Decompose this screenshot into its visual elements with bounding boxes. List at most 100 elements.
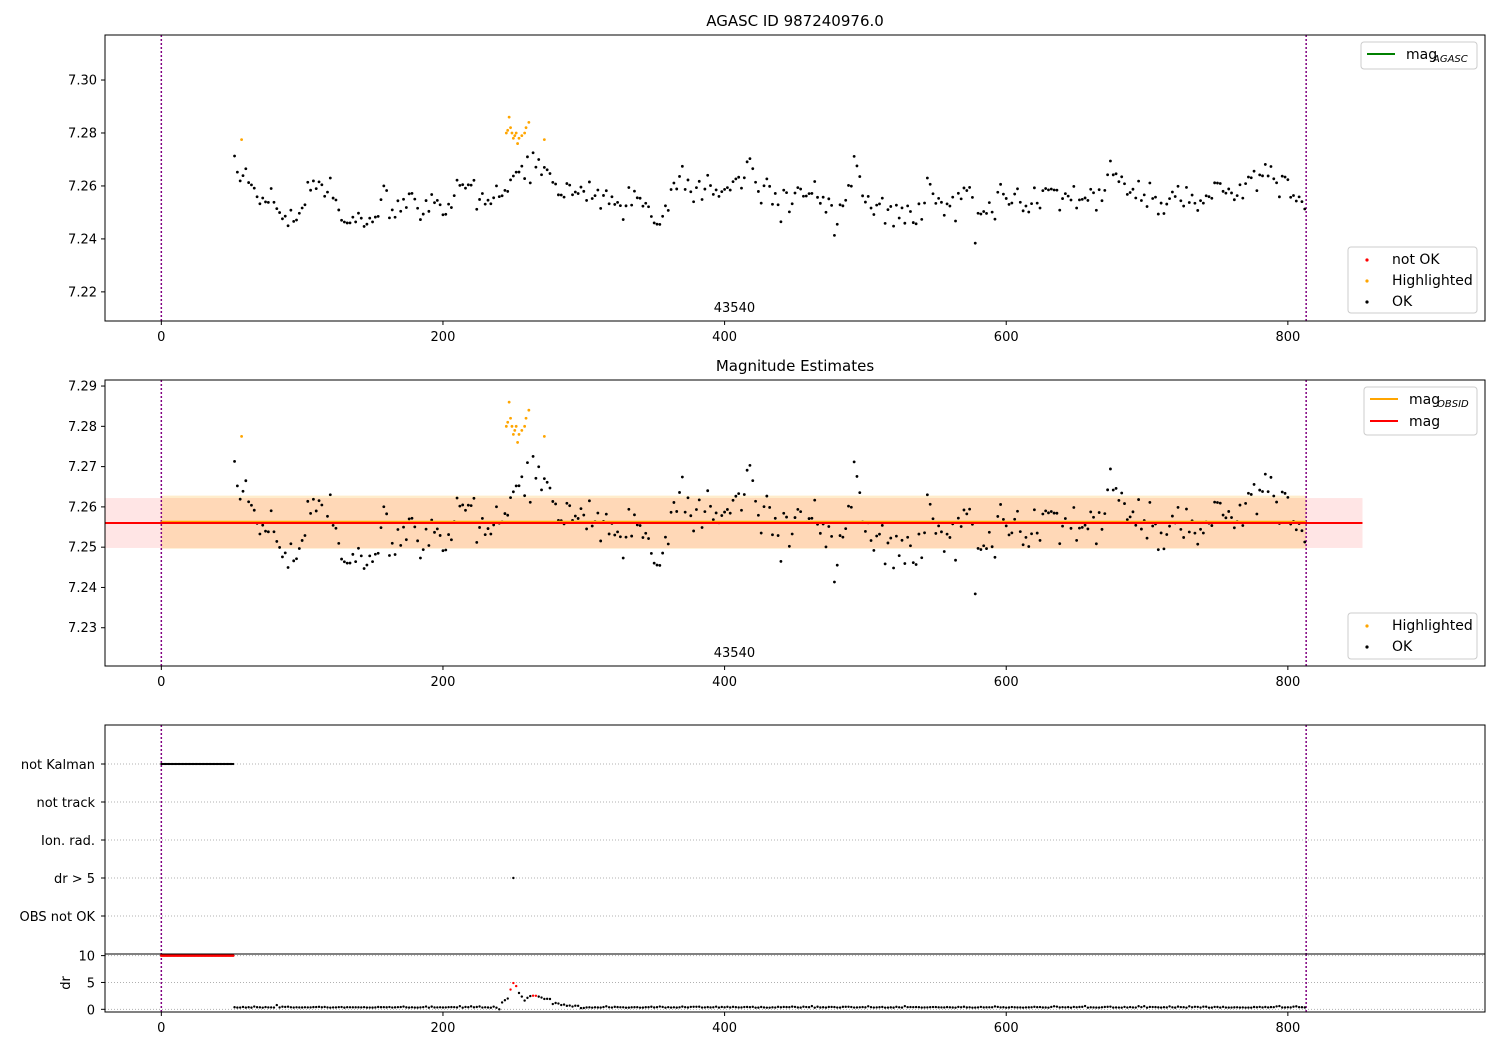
ok-point bbox=[638, 196, 642, 200]
dr-point bbox=[875, 1006, 878, 1009]
dr-point bbox=[776, 1005, 780, 1009]
dr-point bbox=[1013, 1006, 1016, 1009]
ok-point bbox=[399, 543, 403, 547]
dr-point bbox=[272, 1006, 276, 1009]
ok-point bbox=[1182, 536, 1186, 539]
ok-point bbox=[1272, 494, 1276, 498]
dr-point bbox=[360, 1006, 363, 1009]
ok-point bbox=[627, 186, 631, 189]
dr-point bbox=[334, 1006, 338, 1009]
dr-point bbox=[667, 1005, 670, 1009]
dr-point bbox=[920, 1006, 923, 1009]
ok-point bbox=[1075, 206, 1079, 210]
dr-point bbox=[419, 1006, 422, 1009]
ok-point bbox=[678, 491, 681, 494]
dr-point bbox=[312, 1005, 315, 1009]
dr-point bbox=[1112, 1006, 1115, 1009]
ok-point bbox=[1013, 192, 1017, 196]
dr-point bbox=[306, 1006, 309, 1009]
dr-point bbox=[785, 1005, 788, 1009]
ok-point bbox=[1151, 524, 1155, 528]
ok-point bbox=[542, 477, 546, 481]
dr-point bbox=[281, 1005, 284, 1008]
ok-point bbox=[1261, 174, 1264, 178]
ok-point bbox=[1083, 196, 1087, 200]
ok-point bbox=[937, 197, 941, 200]
ok-point bbox=[413, 197, 417, 201]
y-tick-label: 7.26 bbox=[68, 500, 97, 515]
ok-point bbox=[768, 506, 772, 509]
ok-point bbox=[686, 178, 690, 182]
highlighted-point bbox=[504, 424, 508, 428]
dr-point bbox=[827, 1005, 830, 1009]
dr-point bbox=[1081, 1005, 1084, 1009]
dr-point bbox=[253, 1005, 256, 1008]
ok-point bbox=[711, 192, 715, 196]
dr-point bbox=[681, 1005, 684, 1008]
ok-point bbox=[894, 534, 898, 538]
dr-point bbox=[641, 1006, 645, 1009]
dr-point bbox=[478, 1005, 481, 1008]
ok-point bbox=[337, 542, 341, 545]
ok-point bbox=[1148, 500, 1152, 504]
dr-point bbox=[399, 1005, 402, 1009]
ok-point bbox=[714, 511, 718, 515]
dr-point bbox=[562, 1003, 566, 1006]
dr-point bbox=[591, 1006, 594, 1009]
ok-point bbox=[900, 206, 904, 210]
ok-point bbox=[300, 206, 304, 210]
ok-point bbox=[928, 502, 932, 506]
dr-point bbox=[700, 1006, 704, 1009]
ok-point bbox=[1263, 163, 1267, 166]
dr-point bbox=[436, 1006, 439, 1009]
highlighted-point bbox=[514, 424, 518, 428]
ok-point bbox=[565, 501, 569, 505]
dr-point bbox=[368, 1006, 371, 1009]
ok-point bbox=[1103, 512, 1107, 515]
ok-point bbox=[1193, 201, 1197, 205]
dr-point bbox=[1283, 1006, 1287, 1009]
ok-point bbox=[796, 186, 800, 190]
ok-point bbox=[365, 563, 369, 567]
ok-point bbox=[748, 463, 752, 467]
dr-point bbox=[576, 1004, 580, 1008]
ok-point bbox=[655, 222, 659, 226]
ok-point bbox=[410, 192, 414, 195]
ok-point bbox=[362, 225, 366, 228]
ok-point bbox=[1002, 192, 1005, 196]
ok-point bbox=[542, 165, 546, 169]
dr-point bbox=[965, 1006, 968, 1009]
dr-point bbox=[548, 997, 552, 1001]
dr-point bbox=[712, 1006, 715, 1009]
ok-point bbox=[1032, 508, 1036, 512]
highlighted-point bbox=[527, 120, 531, 124]
ok-point bbox=[1196, 209, 1200, 212]
ok-point bbox=[435, 198, 439, 202]
ok-point bbox=[816, 195, 819, 199]
ok-point bbox=[309, 511, 312, 515]
ok-point bbox=[461, 503, 465, 507]
ok-point bbox=[1266, 490, 1270, 494]
ok-point bbox=[376, 215, 380, 218]
ok-point bbox=[754, 180, 757, 184]
ok-point bbox=[382, 505, 386, 509]
ok-point bbox=[762, 184, 766, 188]
ok-point bbox=[461, 183, 465, 187]
highlighted-point bbox=[517, 432, 521, 436]
dr-point bbox=[638, 1006, 642, 1009]
ok-point bbox=[1055, 188, 1059, 192]
ok-point bbox=[669, 510, 673, 514]
dr-point bbox=[551, 1002, 554, 1006]
ok-point bbox=[1052, 511, 1056, 515]
dr-point bbox=[788, 1006, 791, 1009]
dr-point bbox=[458, 1005, 462, 1008]
dr-point bbox=[1005, 1006, 1008, 1009]
dr-point bbox=[1207, 1006, 1211, 1009]
dr-point bbox=[1264, 1005, 1267, 1009]
panel-agasc: AGASC ID 987240976.0 7.22 7.24 7.26 7.28 7.30… bbox=[68, 12, 1486, 345]
ok-point bbox=[1041, 189, 1045, 193]
ok-point bbox=[689, 190, 693, 194]
dr-point bbox=[1050, 1005, 1053, 1009]
ok-point bbox=[810, 192, 814, 195]
dr-point bbox=[407, 1006, 411, 1009]
